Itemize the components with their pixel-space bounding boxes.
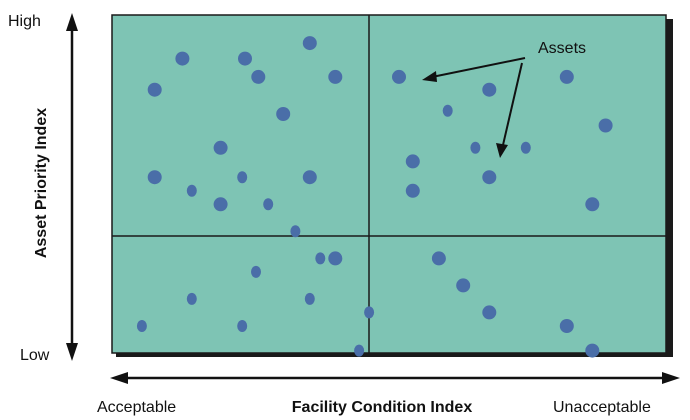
data-points <box>136 36 613 358</box>
data-point-35 <box>364 306 375 319</box>
data-point-26 <box>585 197 600 212</box>
data-point-18 <box>559 69 574 84</box>
data-point-11 <box>237 171 248 184</box>
data-point-23 <box>405 154 420 169</box>
data-point-6 <box>328 69 343 84</box>
data-point-10 <box>186 184 197 197</box>
data-point-38 <box>482 305 497 320</box>
y-axis-title: Asset Priority Index <box>33 108 50 258</box>
data-point-21 <box>470 141 481 154</box>
data-point-28 <box>328 251 343 266</box>
data-point-16 <box>392 69 406 84</box>
data-point-4 <box>147 82 162 97</box>
x-low-label: Acceptable <box>97 399 176 416</box>
annotation-arrowhead-1 <box>422 71 437 82</box>
data-point-39 <box>559 319 574 333</box>
data-point-3 <box>302 36 317 51</box>
annotation-arrowhead-2 <box>496 143 508 158</box>
data-point-24 <box>482 170 497 185</box>
data-point-34 <box>354 344 365 357</box>
data-point-27 <box>315 252 326 265</box>
data-point-7 <box>276 107 291 121</box>
data-point-30 <box>186 292 197 305</box>
data-point-37 <box>456 278 471 293</box>
annotation-arrow-2 <box>502 62 523 146</box>
data-point-8 <box>213 140 228 155</box>
x-axis-arrowhead-left <box>110 372 128 384</box>
data-point-14 <box>263 198 274 211</box>
data-point-22 <box>520 141 531 154</box>
data-point-20 <box>598 118 613 133</box>
data-point-2 <box>238 51 252 66</box>
data-point-9 <box>147 170 162 185</box>
y-axis-arrowhead-top <box>66 13 78 31</box>
data-point-13 <box>213 197 228 212</box>
data-point-36 <box>431 251 446 266</box>
annotation-label: Assets <box>538 40 586 57</box>
data-point-31 <box>304 292 315 305</box>
data-point-40 <box>585 343 600 358</box>
y-low-label: Low <box>20 347 50 364</box>
x-axis-arrowhead-right <box>662 372 680 384</box>
plot-area <box>111 14 667 354</box>
data-point-5 <box>251 69 266 84</box>
y-high-label: High <box>8 13 41 30</box>
data-point-17 <box>482 82 497 97</box>
data-point-25 <box>405 183 420 198</box>
data-point-32 <box>136 320 147 332</box>
data-point-15 <box>290 225 301 238</box>
data-point-33 <box>237 320 248 332</box>
data-point-29 <box>251 265 261 278</box>
data-point-1 <box>175 51 190 66</box>
data-point-19 <box>442 104 453 117</box>
x-axis-title: Facility Condition Index <box>292 399 473 416</box>
x-high-label: Unacceptable <box>553 399 651 416</box>
annotation-arrow-1 <box>431 57 526 78</box>
data-point-12 <box>302 170 317 185</box>
y-axis-arrowhead-bottom <box>66 343 78 361</box>
